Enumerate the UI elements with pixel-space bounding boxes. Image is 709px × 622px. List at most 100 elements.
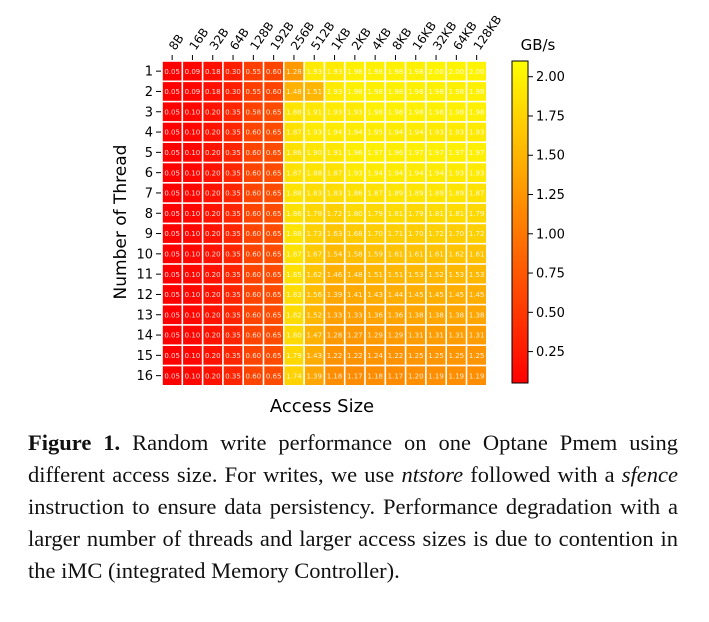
heatmap-cell [264, 102, 283, 122]
heatmap-cell [162, 325, 182, 345]
heatmap-cell-label: 1.88 [286, 108, 302, 116]
heatmap-cell-label: 0.65 [266, 372, 282, 380]
heatmap-cell [406, 183, 426, 203]
heatmap-cell-label: 0.05 [164, 271, 180, 279]
heatmap-cell [365, 183, 385, 203]
heatmap-cell [426, 285, 446, 304]
heatmap-cell-label: 1.83 [286, 291, 302, 299]
heatmap-cell [406, 61, 426, 81]
heatmap-cell-label: 0.20 [205, 250, 221, 258]
heatmap-cell-label: 1.87 [286, 129, 302, 137]
heatmap-cell-label: 1.67 [306, 250, 322, 258]
heatmap-cell [244, 61, 263, 81]
heatmap-cell-label: 0.20 [205, 210, 221, 218]
heatmap-cell [203, 143, 223, 162]
heatmap-cell [264, 122, 283, 142]
heatmap-cell [426, 61, 446, 81]
heatmap-cell [386, 366, 405, 385]
heatmap-cell-label: 0.10 [185, 372, 201, 380]
heatmap-cell-label: 1.31 [469, 332, 485, 340]
heatmap-cell-label: 1.38 [408, 311, 424, 319]
heatmap-cell-label: 2.00 [469, 68, 485, 76]
heatmap-cell-label: 0.55 [246, 68, 262, 76]
heatmap-cell [223, 203, 243, 223]
heatmap-cell [426, 325, 446, 345]
heatmap-cell-label: 1.89 [388, 190, 404, 198]
heatmap-cell-label: 0.65 [266, 210, 282, 218]
heatmap-cell [264, 305, 283, 325]
heatmap-cell [223, 82, 243, 101]
heatmap-cell [467, 183, 486, 203]
colorbar-tick-label: 1.25 [536, 188, 565, 203]
caption-text-3: instruction to ensure data persistency. … [28, 494, 678, 583]
heatmap-cell-label: 1.96 [347, 149, 363, 157]
heatmap-cell [183, 244, 202, 264]
heatmap-cell-label: 1.45 [428, 291, 444, 299]
heatmap-cell-label: 0.35 [225, 250, 241, 258]
heatmap-cell-label: 1.80 [347, 210, 363, 218]
heatmap-cell [203, 244, 223, 264]
heatmap-cell-label: 1.94 [388, 129, 404, 137]
heatmap-cell-label: 1.46 [327, 271, 343, 279]
heatmap-cell-label: 0.05 [164, 108, 180, 116]
heatmap-cell [244, 224, 263, 243]
heatmap-cell [244, 102, 263, 122]
heatmap-cell-label: 0.10 [185, 271, 201, 279]
heatmap-cell-label: 1.33 [327, 311, 343, 319]
heatmap-cell [264, 244, 283, 264]
heatmap-cell [203, 163, 223, 182]
heatmap-cell [386, 122, 405, 142]
heatmap-cell-label: 1.53 [449, 271, 465, 279]
heatmap-cell [304, 82, 324, 101]
heatmap-cell-label: 1.19 [469, 372, 485, 380]
heatmap-cell [447, 366, 466, 385]
heatmap-cell [203, 82, 223, 101]
y-tick-label: 1 [145, 65, 153, 80]
heatmap-cell [304, 143, 324, 162]
heatmap-cell-label: 0.60 [266, 88, 282, 96]
heatmap-cell-label: 0.05 [164, 88, 180, 96]
heatmap-cell-label: 1.22 [388, 352, 404, 360]
heatmap-cell-label: 1.31 [408, 332, 424, 340]
heatmap-cell-label: 0.60 [246, 372, 262, 380]
heatmap-cell-label: 1.90 [306, 149, 322, 157]
heatmap-cell [447, 224, 466, 243]
heatmap-cell-label: 1.52 [306, 311, 322, 319]
heatmap-cell [203, 285, 223, 304]
heatmap-cell-label: 1.87 [367, 190, 383, 198]
figure-caption: Figure 1. Random write performance on on… [28, 427, 678, 587]
heatmap-cell-label: 0.35 [225, 108, 241, 116]
heatmap-cell-label: 1.53 [469, 271, 485, 279]
heatmap-cell-label: 1.39 [327, 291, 343, 299]
heatmap-cell-label: 1.45 [469, 291, 485, 299]
heatmap-cell [447, 61, 466, 81]
heatmap-cell [325, 183, 344, 203]
heatmap-cell-label: 0.20 [205, 149, 221, 157]
heatmap-cell [264, 82, 283, 101]
heatmap-cell-label: 1.94 [408, 129, 424, 137]
heatmap-cell-label: 0.05 [164, 169, 180, 177]
heatmap-cell-label: 1.98 [388, 108, 404, 116]
heatmap-cell [467, 82, 486, 101]
heatmap-chart: 0.05 0.09 0.18 0.30 0.55 0.60 1.28 1.93 1.93 1.98… [111, 13, 565, 417]
heatmap-cell-label: 0.10 [185, 332, 201, 340]
heatmap-cell-label: 1.73 [306, 230, 322, 238]
heatmap-cell-label: 1.38 [428, 311, 444, 319]
heatmap-cell-label: 0.65 [266, 108, 282, 116]
heatmap-cell [162, 61, 182, 81]
heatmap-cell [345, 82, 365, 101]
heatmap-cell-label: 1.72 [327, 210, 343, 218]
heatmap-cell-label: 1.45 [449, 291, 465, 299]
heatmap-cell [223, 244, 243, 264]
heatmap-cell-label: 0.05 [164, 190, 180, 198]
heatmap-cell [386, 305, 405, 325]
heatmap-cell-label: 1.98 [469, 108, 485, 116]
heatmap-cell-label: 0.20 [205, 372, 221, 380]
colorbar-tick-label: 1.00 [536, 227, 565, 242]
heatmap-cell-label: 1.39 [306, 372, 322, 380]
colorbar-tick-label: 0.75 [536, 267, 565, 282]
heatmap-cell-label: 1.95 [367, 129, 383, 137]
heatmap-cell [406, 325, 426, 345]
heatmap-cell [284, 163, 304, 182]
heatmap-cell [386, 224, 405, 243]
